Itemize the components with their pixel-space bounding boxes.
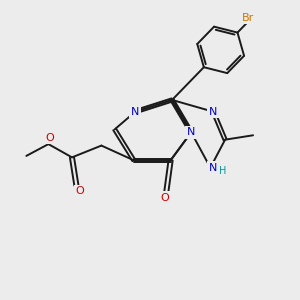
Text: Br: Br: [242, 13, 254, 23]
Text: N: N: [209, 107, 218, 117]
Text: O: O: [160, 193, 169, 203]
Text: O: O: [76, 186, 84, 196]
Text: N: N: [131, 107, 140, 117]
Text: O: O: [46, 133, 54, 142]
Text: N: N: [187, 127, 195, 137]
Text: N: N: [209, 163, 218, 173]
Text: H: H: [219, 166, 226, 176]
